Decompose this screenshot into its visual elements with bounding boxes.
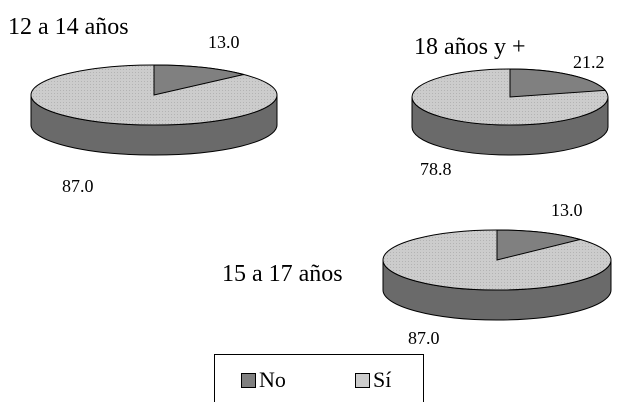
- legend-label-si: Sí: [373, 367, 392, 392]
- legend-swatch-no: [241, 372, 256, 388]
- legend-label-no: No: [259, 367, 286, 392]
- data-label-si: 78.8: [420, 159, 452, 179]
- pie-chart-3: 15 a 17 años 13.0 87.0: [222, 200, 612, 348]
- data-label-no: 21.2: [573, 52, 605, 72]
- slice-no-top: [496, 229, 583, 261]
- pie-title: 12 a 14 años: [8, 14, 129, 40]
- pie-title: 15 a 17 años: [222, 261, 343, 287]
- data-label-no: 13.0: [208, 32, 240, 52]
- legend-swatch-si: [355, 372, 370, 388]
- legend-item-si: Sí: [355, 367, 391, 393]
- data-label-no: 13.0: [551, 200, 583, 220]
- legend: No Sí: [214, 354, 424, 402]
- pie-title: 18 años y +: [414, 34, 526, 60]
- slice-no-top: [153, 64, 244, 96]
- legend-item-no: No: [241, 367, 286, 393]
- data-label-si: 87.0: [408, 328, 440, 348]
- pie-chart-1: 12 a 14 años 13.0 87.0: [8, 14, 278, 196]
- pie-chart-2: 18 años y + 21.2 78.8: [411, 34, 609, 179]
- data-label-si: 87.0: [62, 176, 94, 196]
- slice-no-top: [509, 68, 607, 98]
